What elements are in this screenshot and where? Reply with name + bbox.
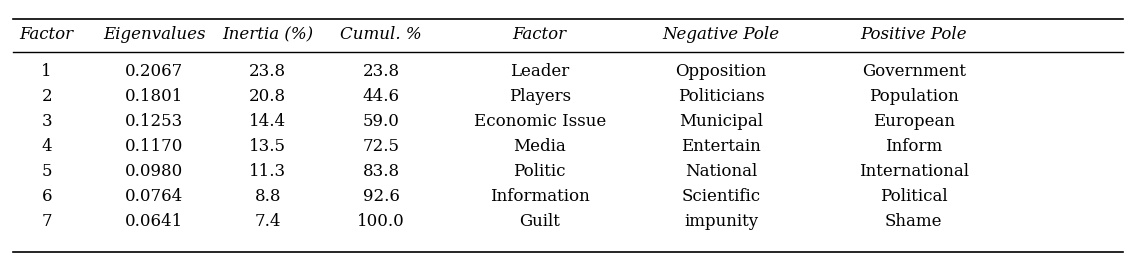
Text: 0.1170: 0.1170 [125,138,184,155]
Text: Inform: Inform [885,138,942,155]
Text: Economic Issue: Economic Issue [474,113,605,130]
Text: 0.0980: 0.0980 [125,163,184,180]
Text: Players: Players [509,88,570,105]
Text: 83.8: 83.8 [362,163,400,180]
Text: International: International [859,163,969,180]
Text: 72.5: 72.5 [362,138,400,155]
Text: Media: Media [513,138,566,155]
Text: 0.1801: 0.1801 [125,88,184,105]
Text: Scientific: Scientific [682,188,760,205]
Text: Eigenvalues: Eigenvalues [103,26,206,43]
Text: Leader: Leader [510,63,569,80]
Text: 2: 2 [41,88,52,105]
Text: Factor: Factor [19,26,74,43]
Text: 44.6: 44.6 [362,88,400,105]
Text: 7.4: 7.4 [254,213,281,230]
Text: Politic: Politic [513,163,566,180]
Text: 4: 4 [41,138,52,155]
Text: Guilt: Guilt [519,213,560,230]
Text: 0.2067: 0.2067 [125,63,184,80]
Text: Shame: Shame [885,213,943,230]
Text: Political: Political [879,188,947,205]
Text: 8.8: 8.8 [254,188,281,205]
Text: Information: Information [490,188,590,205]
Text: Cumul. %: Cumul. % [340,26,421,43]
Text: 23.8: 23.8 [249,63,286,80]
Text: Negative Pole: Negative Pole [662,26,779,43]
Text: 59.0: 59.0 [362,113,400,130]
Text: 0.1253: 0.1253 [125,113,184,130]
Text: Politicians: Politicians [677,88,765,105]
Text: 7: 7 [41,213,52,230]
Text: National: National [685,163,757,180]
Text: Opposition: Opposition [676,63,767,80]
Text: 11.3: 11.3 [249,163,286,180]
Text: 14.4: 14.4 [249,113,286,130]
Text: Inertia (%): Inertia (%) [223,26,314,43]
Text: 13.5: 13.5 [249,138,286,155]
Text: 1: 1 [41,63,52,80]
Text: European: European [872,113,954,130]
Text: 100.0: 100.0 [357,213,404,230]
Text: Factor: Factor [512,26,567,43]
Text: 20.8: 20.8 [249,88,286,105]
Text: 0.0764: 0.0764 [125,188,184,205]
Text: 23.8: 23.8 [362,63,400,80]
Text: 0.0641: 0.0641 [125,213,184,230]
Text: Population: Population [869,88,959,105]
Text: Positive Pole: Positive Pole [860,26,967,43]
Text: 3: 3 [41,113,52,130]
Text: Entertain: Entertain [682,138,761,155]
Text: 92.6: 92.6 [362,188,400,205]
Text: 5: 5 [42,163,52,180]
Text: Government: Government [861,63,966,80]
Text: Municipal: Municipal [679,113,763,130]
Text: 6: 6 [42,188,52,205]
Text: impunity: impunity [684,213,758,230]
